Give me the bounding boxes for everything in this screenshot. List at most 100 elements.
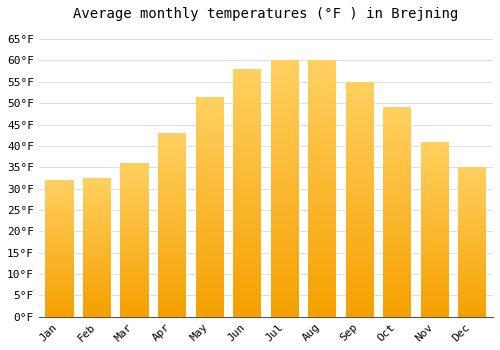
Bar [270, 297, 299, 298]
Bar [421, 209, 449, 210]
Bar [270, 237, 299, 238]
Bar [196, 145, 224, 147]
Bar [120, 198, 148, 200]
Bar [458, 300, 486, 301]
Bar [196, 148, 224, 150]
Bar [308, 315, 336, 317]
Bar [270, 180, 299, 182]
Bar [308, 89, 336, 90]
Bar [308, 146, 336, 147]
Bar [458, 189, 486, 190]
Bar [458, 244, 486, 246]
Bar [120, 307, 148, 308]
Bar [46, 308, 74, 310]
Bar [120, 306, 148, 307]
Bar [383, 271, 412, 273]
Bar [458, 178, 486, 180]
Bar [270, 178, 299, 180]
Bar [196, 208, 224, 210]
Bar [46, 182, 74, 183]
Bar [346, 102, 374, 103]
Bar [233, 162, 261, 163]
Bar [421, 145, 449, 146]
Bar [196, 247, 224, 248]
Bar [233, 237, 261, 238]
Bar [196, 174, 224, 175]
Bar [83, 271, 111, 272]
Bar [308, 169, 336, 170]
Bar [83, 310, 111, 311]
Bar [458, 231, 486, 233]
Bar [158, 200, 186, 202]
Bar [308, 174, 336, 176]
Bar [233, 184, 261, 186]
Bar [383, 227, 412, 229]
Bar [270, 177, 299, 178]
Bar [346, 194, 374, 196]
Bar [270, 204, 299, 206]
Bar [308, 102, 336, 103]
Bar [233, 294, 261, 295]
Bar [421, 250, 449, 251]
Bar [120, 203, 148, 204]
Bar [346, 256, 374, 257]
Bar [46, 294, 74, 295]
Bar [383, 125, 412, 126]
Bar [308, 62, 336, 63]
Bar [458, 200, 486, 202]
Bar [196, 268, 224, 270]
Bar [383, 174, 412, 176]
Bar [83, 275, 111, 277]
Bar [383, 236, 412, 237]
Bar [308, 136, 336, 137]
Bar [270, 315, 299, 317]
Bar [346, 261, 374, 263]
Bar [308, 308, 336, 310]
Bar [346, 139, 374, 140]
Bar [196, 228, 224, 230]
Bar [458, 280, 486, 281]
Bar [308, 297, 336, 298]
Bar [196, 274, 224, 275]
Bar [270, 72, 299, 73]
Bar [158, 174, 186, 176]
Bar [458, 183, 486, 184]
Bar [421, 306, 449, 307]
Bar [233, 156, 261, 157]
Bar [233, 298, 261, 300]
Bar [308, 186, 336, 187]
Bar [120, 288, 148, 290]
Bar [383, 257, 412, 258]
Bar [346, 157, 374, 159]
Bar [383, 302, 412, 304]
Bar [383, 223, 412, 224]
Bar [196, 308, 224, 310]
Bar [270, 140, 299, 142]
Bar [421, 160, 449, 162]
Bar [46, 315, 74, 317]
Bar [346, 240, 374, 241]
Bar [346, 196, 374, 197]
Bar [83, 219, 111, 221]
Bar [421, 157, 449, 159]
Bar [458, 223, 486, 224]
Bar [270, 66, 299, 68]
Bar [233, 132, 261, 133]
Bar [233, 218, 261, 220]
Bar [383, 203, 412, 204]
Bar [421, 247, 449, 248]
Bar [458, 211, 486, 213]
Bar [458, 233, 486, 234]
Bar [233, 82, 261, 83]
Bar [196, 168, 224, 170]
Bar [120, 238, 148, 240]
Bar [158, 237, 186, 238]
Bar [270, 274, 299, 275]
Bar [383, 240, 412, 241]
Bar [458, 186, 486, 187]
Bar [458, 251, 486, 253]
Bar [233, 92, 261, 93]
Bar [383, 139, 412, 140]
Bar [270, 293, 299, 294]
Bar [233, 93, 261, 95]
